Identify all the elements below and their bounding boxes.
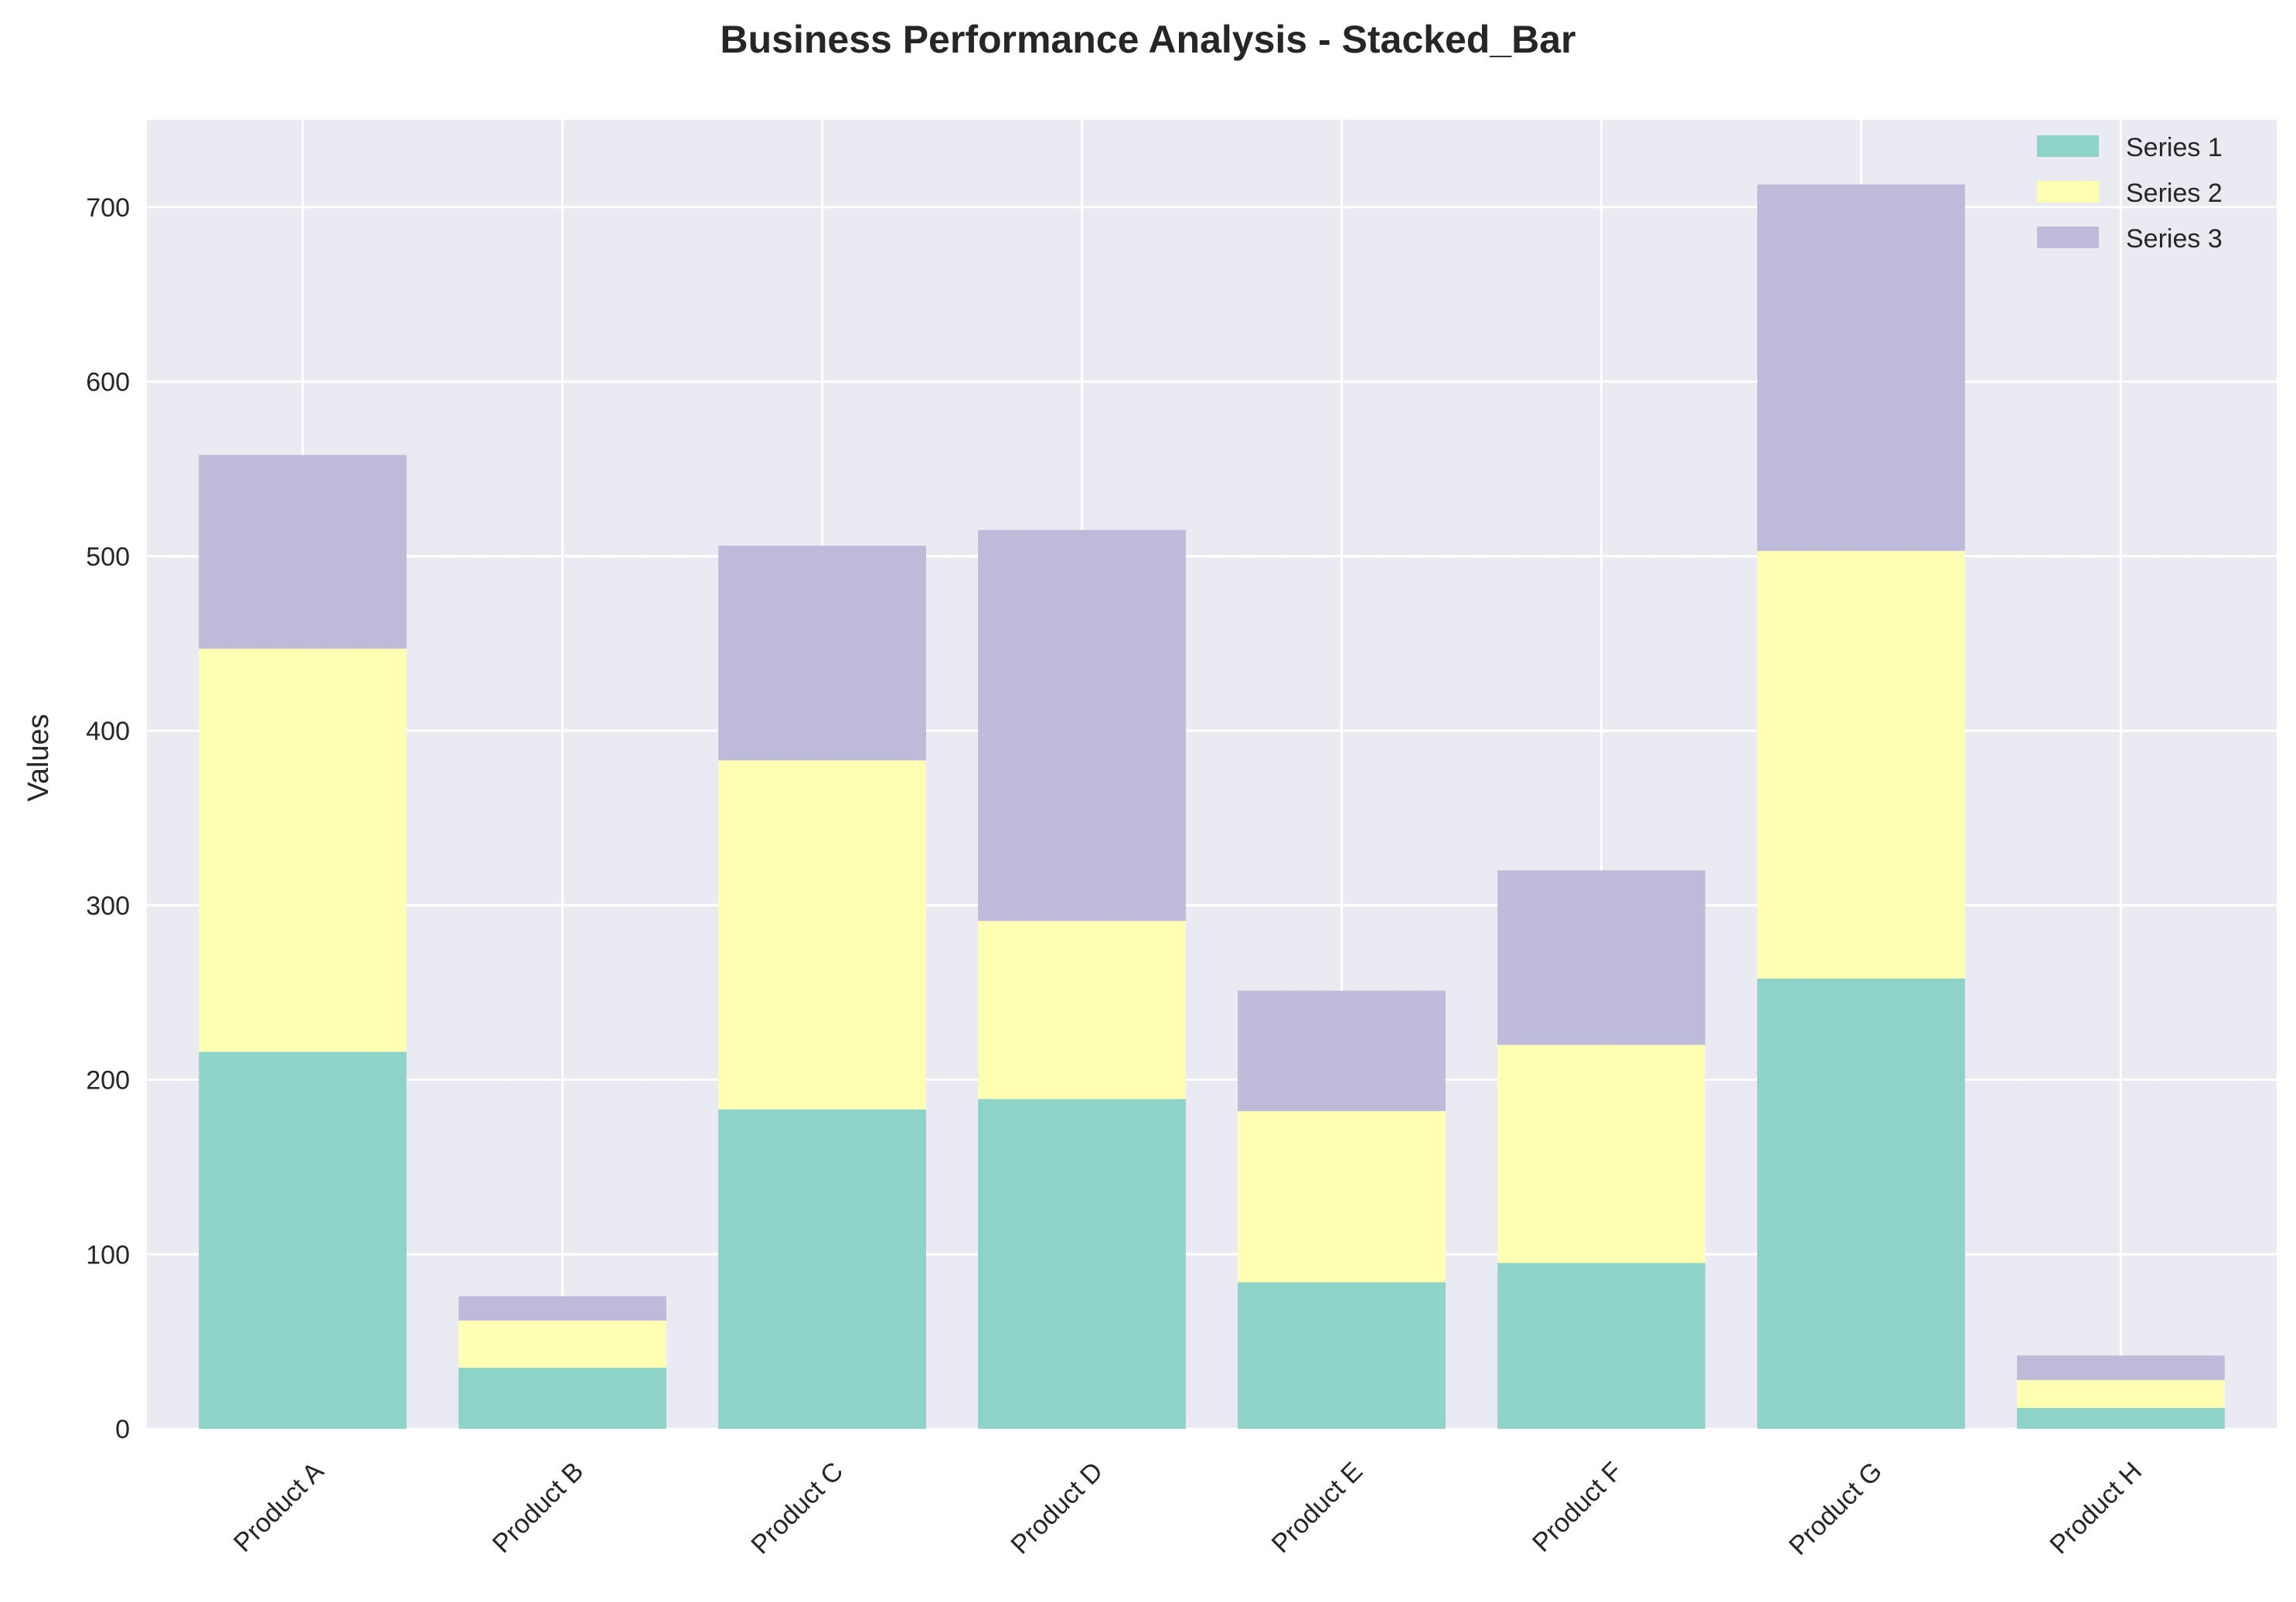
chart-title: Business Performance Analysis - Stacked_… (720, 18, 1576, 61)
y-tick-label: 500 (86, 542, 130, 571)
bar-series-1-product-e (1238, 1282, 1446, 1429)
bar-series-2-product-h (2017, 1379, 2225, 1408)
y-tick-label: 700 (86, 193, 130, 223)
bar-series-2-product-g (1757, 550, 1965, 979)
legend-label-series-2: Series 2 (2126, 179, 2223, 208)
bar-series-3-product-h (2017, 1355, 2225, 1380)
bar-series-1-product-d (978, 1099, 1186, 1429)
legend-swatch-series-1 (2037, 135, 2099, 157)
bar-series-1-product-b (458, 1367, 666, 1429)
bar-series-2-product-a (199, 648, 407, 1052)
bar-series-2-product-c (718, 760, 926, 1109)
y-tick-label: 0 (115, 1415, 130, 1444)
bar-series-2-product-b (458, 1321, 666, 1368)
legend: Series 1 Series 2 Series 3 (2037, 133, 2223, 254)
y-tick-label: 200 (86, 1066, 130, 1096)
bar-series-3-product-g (1757, 184, 1965, 551)
bar-series-1-product-c (718, 1109, 926, 1429)
bar-series-3-product-d (978, 530, 1186, 922)
legend-label-series-3: Series 3 (2126, 224, 2223, 254)
bar-series-3-product-e (1238, 990, 1446, 1112)
bar-series-1-product-h (2017, 1407, 2225, 1429)
bar-series-2-product-f (1497, 1045, 1705, 1263)
bar-series-1-product-a (199, 1052, 407, 1429)
bar-series-3-product-b (458, 1296, 666, 1321)
bar-series-2-product-e (1238, 1111, 1446, 1283)
y-tick-label: 100 (86, 1240, 130, 1270)
legend-label-series-1: Series 1 (2126, 133, 2223, 162)
legend-swatch-series-3 (2037, 227, 2099, 248)
bar-series-3-product-f (1497, 870, 1705, 1045)
y-axis-label: Values (22, 714, 55, 801)
y-tick-label: 300 (86, 891, 130, 921)
y-tick-label: 600 (86, 368, 130, 397)
legend-swatch-series-2 (2037, 181, 2099, 203)
bar-series-1-product-f (1497, 1263, 1705, 1429)
y-tick-label: 400 (86, 717, 130, 746)
bar-series-3-product-a (199, 455, 407, 649)
bar-series-3-product-c (718, 545, 926, 761)
bar-series-1-product-g (1757, 978, 1965, 1429)
bar-series-2-product-d (978, 921, 1186, 1099)
